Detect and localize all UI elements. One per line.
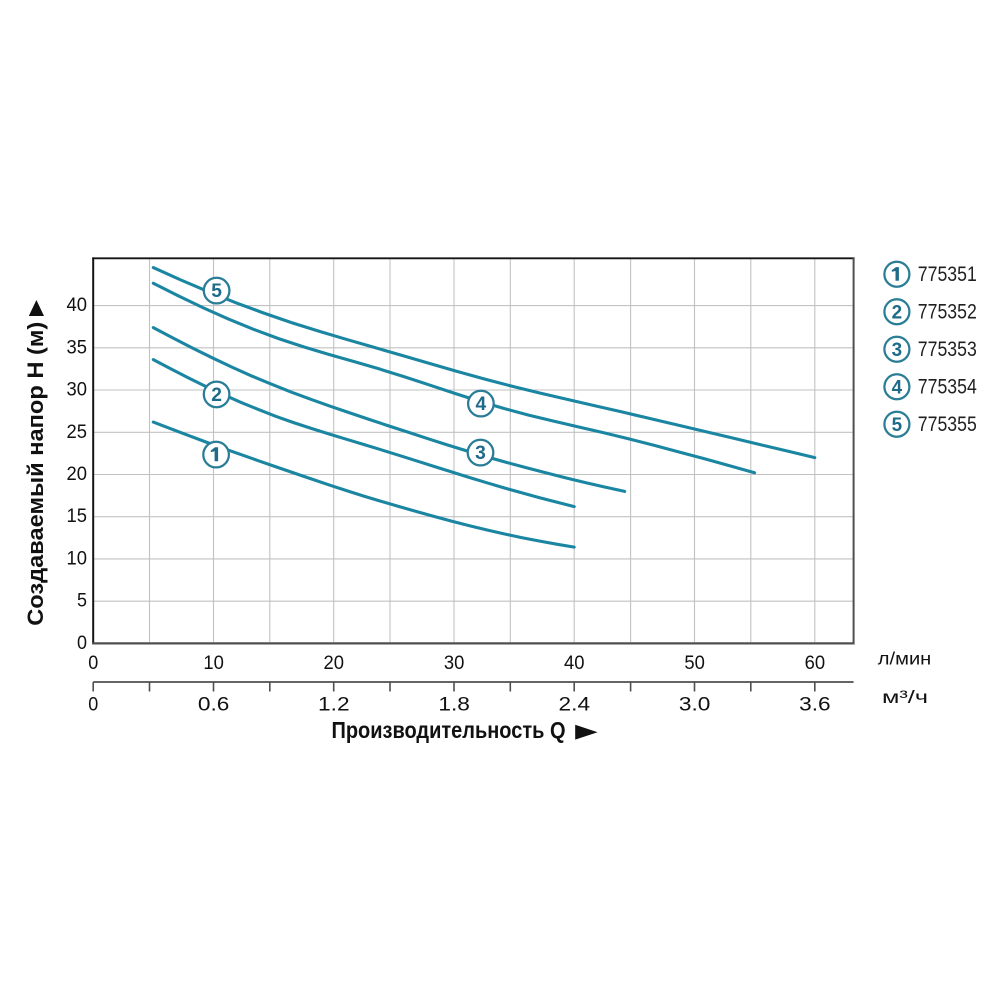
- svg-text:5: 5: [211, 281, 222, 302]
- svg-text:2.4: 2.4: [559, 693, 591, 715]
- svg-text:2: 2: [211, 385, 222, 406]
- svg-text:40: 40: [564, 652, 585, 674]
- svg-text:м³/ч: м³/ч: [882, 687, 928, 707]
- svg-text:0.6: 0.6: [198, 693, 230, 715]
- svg-text:3: 3: [475, 443, 486, 464]
- svg-text:25: 25: [67, 421, 88, 443]
- svg-text:775353: 775353: [918, 338, 977, 361]
- svg-text:775355: 775355: [918, 413, 977, 436]
- svg-text:35: 35: [67, 336, 88, 358]
- svg-text:20: 20: [67, 463, 88, 485]
- svg-text:Производительность Q: Производительность Q: [332, 717, 566, 743]
- svg-text:0: 0: [88, 652, 98, 674]
- svg-text:0: 0: [88, 693, 98, 715]
- svg-text:775352: 775352: [918, 300, 977, 323]
- svg-text:2: 2: [892, 302, 903, 323]
- svg-text:20: 20: [324, 652, 345, 674]
- svg-text:775354: 775354: [918, 375, 977, 398]
- svg-text:10: 10: [203, 652, 224, 674]
- svg-text:4: 4: [892, 377, 903, 398]
- svg-text:3.0: 3.0: [679, 693, 711, 715]
- svg-text:3.6: 3.6: [799, 693, 831, 715]
- svg-text:Создаваемый напор Н (м): Создаваемый напор Н (м): [23, 322, 48, 626]
- svg-text:5: 5: [77, 590, 87, 612]
- svg-text:10: 10: [67, 547, 88, 569]
- svg-text:60: 60: [805, 652, 826, 674]
- svg-text:1.2: 1.2: [318, 693, 350, 715]
- svg-text:30: 30: [444, 652, 465, 674]
- svg-text:40: 40: [67, 294, 88, 316]
- svg-text:30: 30: [67, 379, 88, 401]
- svg-text:5: 5: [892, 415, 903, 436]
- svg-text:0: 0: [77, 632, 87, 654]
- svg-text:л/мин: л/мин: [878, 649, 932, 669]
- svg-text:50: 50: [684, 652, 705, 674]
- svg-text:775351: 775351: [918, 263, 977, 286]
- svg-text:4: 4: [476, 394, 487, 415]
- svg-text:3: 3: [892, 340, 903, 361]
- svg-text:15: 15: [67, 505, 88, 527]
- svg-text:1.8: 1.8: [438, 693, 470, 715]
